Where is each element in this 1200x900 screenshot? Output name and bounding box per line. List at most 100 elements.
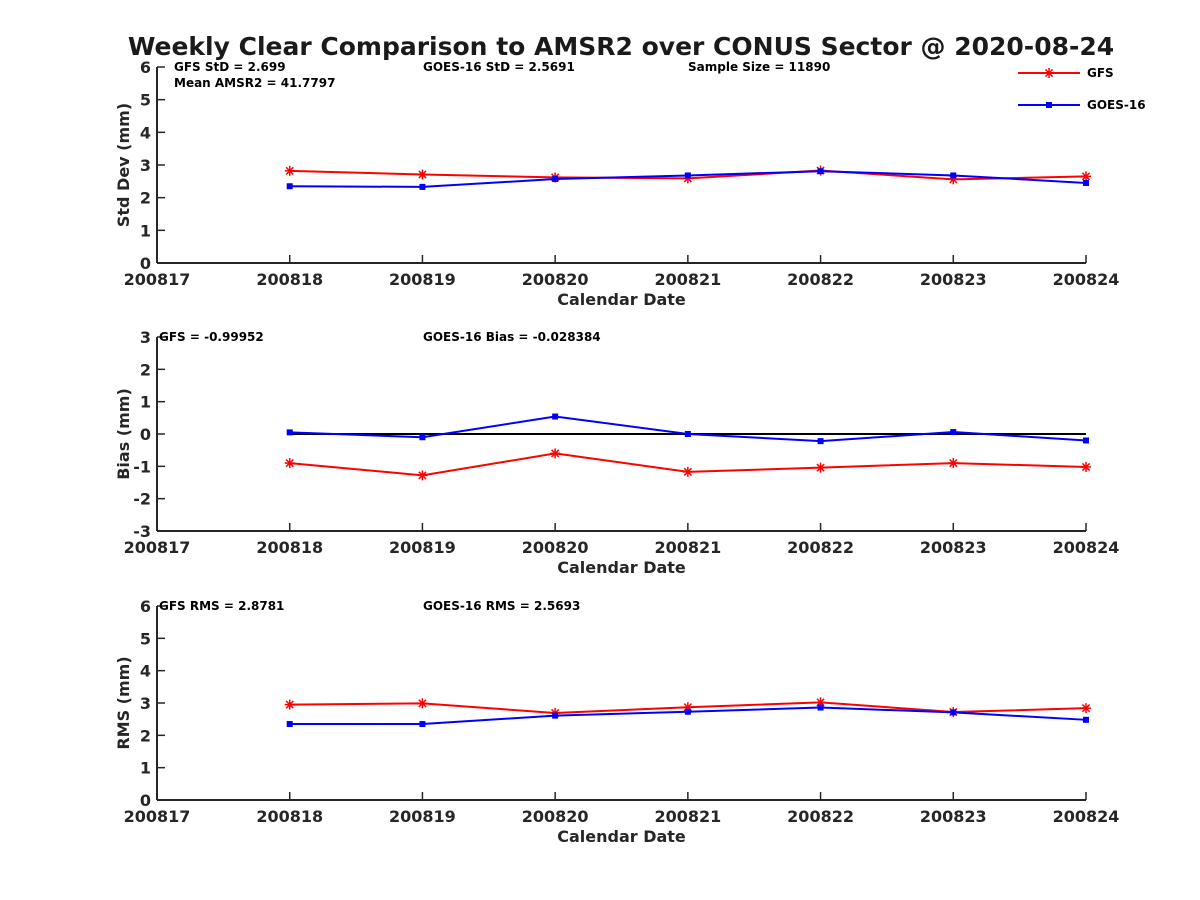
series-goes-16 — [286, 413, 1089, 445]
data-point — [286, 429, 293, 436]
y-tick-label: 6 — [140, 58, 151, 77]
x-tick-label: 200818 — [256, 538, 323, 557]
x-tick-label: 200823 — [920, 807, 987, 826]
y-tick-label: 1 — [140, 221, 151, 240]
y-tick-label: 6 — [140, 597, 151, 616]
y-axis-label: Bias (mm) — [114, 388, 133, 480]
series-line — [289, 415, 1087, 443]
x-tick-label: 200822 — [787, 807, 854, 826]
subplot-3: 0 1 2 3 4 5 6 200817 200818 200819 200820 200821 200… — [114, 597, 1119, 846]
y-tick-label: 5 — [140, 629, 151, 648]
legend-marker — [1046, 102, 1052, 108]
data-point — [950, 172, 957, 179]
y-tick-label: -1 — [133, 457, 151, 476]
data-point — [1081, 461, 1091, 472]
x-tick-label: 200821 — [654, 270, 721, 289]
data-point — [948, 458, 959, 469]
y-tick-label: 1 — [140, 393, 151, 412]
data-point — [286, 183, 293, 190]
data-point — [552, 413, 559, 420]
stat-annotation: GFS StD = 2.699 — [174, 60, 286, 74]
subplot-1: 0 1 2 3 4 5 6 200817 200818 200819 200820 200821 200… — [114, 58, 1119, 309]
y-tick-label: -3 — [133, 522, 151, 541]
series-goes-16 — [286, 168, 1089, 190]
y-tick-label: 3 — [140, 156, 151, 175]
x-tick-label: 200819 — [389, 538, 456, 557]
y-tick-label: 3 — [140, 328, 151, 347]
data-point — [815, 462, 826, 473]
series-gfs — [284, 697, 1091, 719]
legend-item-gfs: GFS — [1018, 66, 1114, 80]
y-tick-label: 2 — [140, 189, 151, 208]
legend-item-goes-16: GOES-16 — [1018, 98, 1146, 112]
data-point — [1083, 437, 1089, 444]
x-axis-label: Calendar Date — [557, 827, 686, 846]
y-tick-label: 5 — [140, 91, 151, 110]
x-axis-label: Calendar Date — [557, 558, 686, 577]
data-point — [417, 169, 428, 180]
legend-label: GOES-16 — [1087, 98, 1146, 112]
stat-annotation: GOES-16 Bias = -0.028384 — [423, 330, 601, 344]
stat-annotation: GOES-16 RMS = 2.5693 — [423, 599, 580, 613]
x-tick-label: 200818 — [256, 807, 323, 826]
x-tick-label: 200817 — [124, 270, 191, 289]
data-point — [1083, 716, 1089, 723]
data-point — [550, 448, 561, 459]
y-axis-label: Std Dev (mm) — [114, 103, 133, 227]
x-tick-label: 200824 — [1053, 807, 1120, 826]
data-point — [417, 470, 428, 481]
x-tick-label: 200822 — [787, 270, 854, 289]
x-tick-label: 200817 — [124, 807, 191, 826]
data-point — [417, 698, 428, 709]
data-point — [419, 434, 426, 441]
x-tick-label: 200821 — [654, 538, 721, 557]
x-tick-label: 200823 — [920, 538, 987, 557]
y-tick-label: 3 — [140, 694, 151, 713]
x-tick-label: 200824 — [1053, 270, 1120, 289]
data-point — [1083, 179, 1089, 186]
x-tick-label: 200821 — [654, 807, 721, 826]
data-point — [684, 172, 691, 179]
y-tick-label: 0 — [140, 254, 151, 273]
stat-annotation: GOES-16 StD = 2.5691 — [423, 60, 575, 74]
x-tick-label: 200820 — [522, 807, 589, 826]
data-point — [284, 165, 295, 176]
y-tick-label: 0 — [140, 791, 151, 810]
data-point — [817, 438, 824, 445]
y-tick-label: -2 — [133, 490, 151, 509]
data-point — [552, 712, 559, 719]
data-point — [684, 431, 691, 437]
subplot-2: -3 -2 -1 0 1 2 3 200817 200818 200819 200820 200821… — [114, 328, 1119, 577]
x-tick-label: 200819 — [389, 270, 456, 289]
data-point — [817, 168, 824, 175]
legend-label: GFS — [1087, 66, 1114, 80]
y-tick-label: 1 — [140, 759, 151, 778]
data-point — [286, 721, 293, 728]
stat-annotation: GFS RMS = 2.8781 — [159, 599, 284, 613]
x-tick-label: 200820 — [522, 270, 589, 289]
series-gfs — [284, 448, 1091, 481]
data-point — [682, 466, 693, 477]
data-point — [684, 708, 691, 715]
y-tick-label: 2 — [140, 726, 151, 745]
y-axis-label: RMS (mm) — [114, 656, 133, 749]
y-tick-label: 0 — [140, 425, 151, 444]
stat-annotation: Mean AMSR2 = 41.7797 — [174, 76, 335, 90]
x-tick-label: 200823 — [920, 270, 987, 289]
data-point — [284, 458, 295, 469]
stat-annotation: GFS = -0.99952 — [159, 330, 264, 344]
data-point — [950, 709, 957, 716]
y-tick-label: 4 — [140, 123, 151, 142]
y-tick-label: 2 — [140, 360, 151, 379]
legend-marker — [1044, 68, 1054, 78]
x-tick-label: 200820 — [522, 538, 589, 557]
series-goes-16 — [286, 704, 1089, 728]
x-tick-label: 200824 — [1053, 538, 1120, 557]
data-point — [284, 699, 295, 710]
data-point — [419, 183, 426, 190]
x-tick-label: 200818 — [256, 270, 323, 289]
x-tick-label: 200819 — [389, 807, 456, 826]
data-point — [1081, 171, 1091, 182]
